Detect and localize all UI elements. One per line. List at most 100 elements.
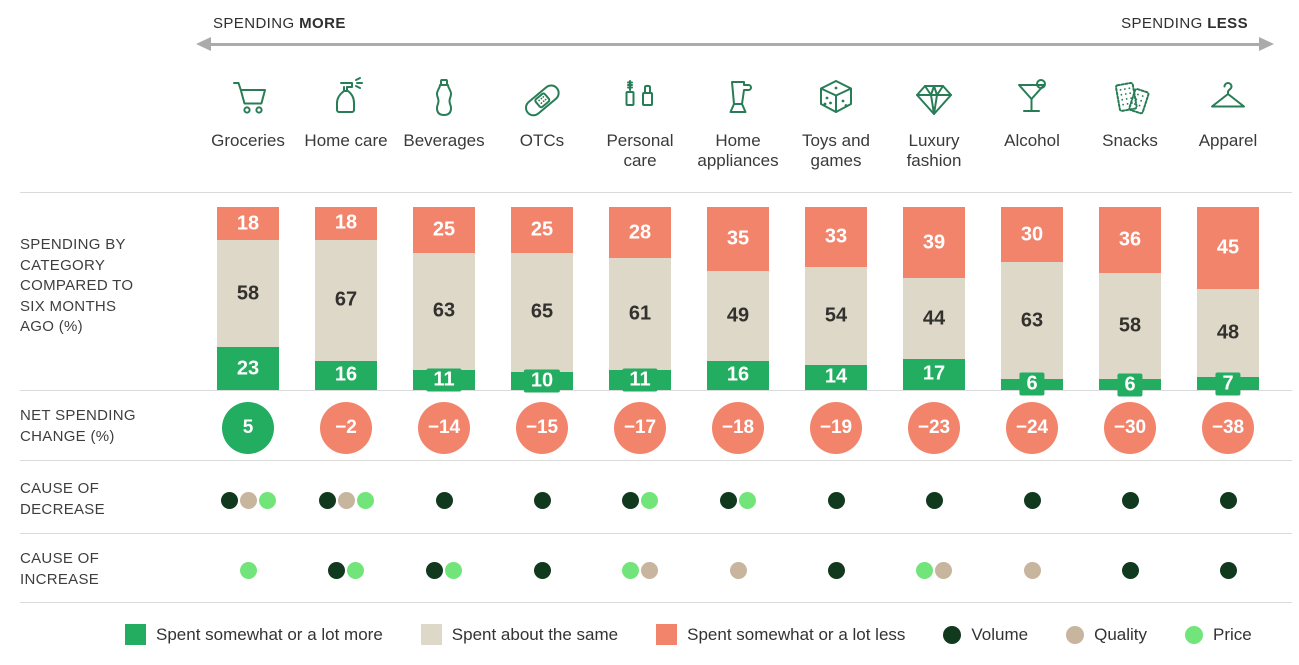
bar-column: 39 44 17 xyxy=(885,207,983,390)
spent-less-swatch xyxy=(656,624,678,645)
dice-icon xyxy=(812,66,860,124)
volume-dot-icon xyxy=(426,561,443,579)
legend-item-volume: Volume xyxy=(943,625,1028,645)
category-header: Groceries xyxy=(199,66,297,171)
bar-column: 30 63 6 xyxy=(983,207,1081,396)
segment-spent-more: 23 xyxy=(217,347,279,390)
category-header: Apparel xyxy=(1179,66,1277,171)
net-change-cell: −17 xyxy=(591,402,689,454)
segment-spent-same: 58 xyxy=(217,240,279,348)
bar-column: 28 61 11 xyxy=(591,207,689,392)
net-change-cell: −38 xyxy=(1179,402,1277,454)
net-change-badge: −17 xyxy=(614,402,666,454)
category-header: Toys and games xyxy=(787,66,885,171)
stacked-bar: 28 61 11 xyxy=(609,207,671,392)
net-change-badge: −38 xyxy=(1202,402,1254,454)
net-change-badge: −24 xyxy=(1006,402,1058,454)
volume-dot-icon xyxy=(1121,491,1139,509)
net-change-cell: −18 xyxy=(689,402,787,454)
legend: Spent somewhat or a lot more Spent about… xyxy=(125,624,1252,645)
cause-increase-cell xyxy=(787,561,885,579)
decrease-row-label: CAUSE OF DECREASE xyxy=(20,480,105,518)
stacked-bar: 25 63 11 xyxy=(413,207,475,392)
divider xyxy=(20,602,1292,603)
segment-spent-more: 7 xyxy=(1197,372,1259,396)
price-dot-icon xyxy=(1185,625,1204,644)
volume-dot-icon xyxy=(220,491,238,509)
segment-spent-same: 58 xyxy=(1099,272,1161,380)
stacked-bar: 25 65 10 xyxy=(511,207,573,393)
category-header: Personal care xyxy=(591,66,689,171)
legend-item-less: Spent somewhat or a lot less xyxy=(656,624,905,645)
quality-dot-icon xyxy=(935,561,952,579)
cause-increase-cell xyxy=(199,561,297,579)
net-change-badge: −23 xyxy=(908,402,960,454)
hanger-icon xyxy=(1204,66,1252,124)
category-header: Home care xyxy=(297,66,395,171)
category-header: Alcohol xyxy=(983,66,1081,171)
cause-decrease-cell xyxy=(493,491,591,509)
net-change-badge: −14 xyxy=(418,402,470,454)
segment-spent-less: 18 xyxy=(217,207,279,241)
stacked-bar: 39 44 17 xyxy=(903,207,965,390)
segment-value: 28 xyxy=(621,221,659,245)
bar-column: 36 58 6 xyxy=(1081,207,1179,396)
price-dot-icon xyxy=(258,491,276,509)
cause-increase-cell xyxy=(1179,561,1277,579)
category-label: Toys and games xyxy=(801,131,871,170)
segment-spent-same: 67 xyxy=(315,239,377,361)
volume-dot-icon xyxy=(328,561,345,579)
cause-decrease-cell xyxy=(395,491,493,509)
segment-value: 35 xyxy=(719,227,757,251)
net-change-badge: −30 xyxy=(1104,402,1156,454)
price-dot-icon xyxy=(622,561,639,579)
volume-dot-icon xyxy=(943,625,962,644)
bar-column: 45 48 7 xyxy=(1179,207,1277,396)
net-change-cell: −24 xyxy=(983,402,1081,454)
cause-decrease-cell xyxy=(297,491,395,509)
bar-column: 25 63 11 xyxy=(395,207,493,392)
spending-less-label: SPENDING LESS xyxy=(1121,15,1248,32)
legend-item-price: Price xyxy=(1185,625,1252,645)
divider xyxy=(20,192,1292,193)
net-change-cell: −19 xyxy=(787,402,885,454)
legend-item-same: Spent about the same xyxy=(420,624,618,645)
segment-spent-more: 14 xyxy=(805,364,867,390)
price-dot-icon xyxy=(739,491,756,509)
segment-spent-same: 63 xyxy=(1001,262,1063,379)
volume-dot-icon xyxy=(533,561,551,579)
volume-dot-icon xyxy=(533,491,551,509)
segment-value: 49 xyxy=(719,304,757,328)
martini-icon xyxy=(1008,66,1056,124)
quality-dot-icon xyxy=(1023,561,1041,579)
cause-increase-row xyxy=(199,561,1277,579)
segment-spent-less: 45 xyxy=(1197,207,1259,290)
cause-increase-cell xyxy=(689,561,787,579)
segment-value: 11 xyxy=(622,368,658,392)
volume-dot-icon xyxy=(435,491,453,509)
segment-value: 18 xyxy=(229,212,267,236)
segment-spent-same: 48 xyxy=(1197,289,1259,378)
spent-same-swatch xyxy=(420,624,442,645)
cause-increase-cell xyxy=(983,561,1081,579)
legend-item-quality: Quality xyxy=(1066,625,1147,645)
bar-column: 33 54 14 xyxy=(787,207,885,390)
bar-column: 18 67 16 xyxy=(297,207,395,390)
category-header: Snacks xyxy=(1081,66,1179,171)
quality-dot-icon xyxy=(239,491,257,509)
price-dot-icon xyxy=(347,561,364,579)
arrow-left-icon xyxy=(196,37,211,51)
segment-value: 58 xyxy=(229,282,267,306)
net-change-cell: −23 xyxy=(885,402,983,454)
volume-dot-icon xyxy=(720,491,737,509)
category-header-row: Groceries Home care Beverages OTCs Personal … xyxy=(199,66,1277,171)
net-change-cell: −15 xyxy=(493,402,591,454)
segment-value: 44 xyxy=(915,307,953,331)
volume-dot-icon xyxy=(1219,491,1237,509)
axis-line xyxy=(207,43,1263,46)
spending-more-label: SPENDING MORE xyxy=(213,15,346,32)
increase-row-label: CAUSE OF INCREASE xyxy=(20,550,100,588)
net-change-badge: −18 xyxy=(712,402,764,454)
legend-label: Spent somewhat or a lot more xyxy=(156,624,383,644)
cosmetics-icon xyxy=(616,66,664,124)
